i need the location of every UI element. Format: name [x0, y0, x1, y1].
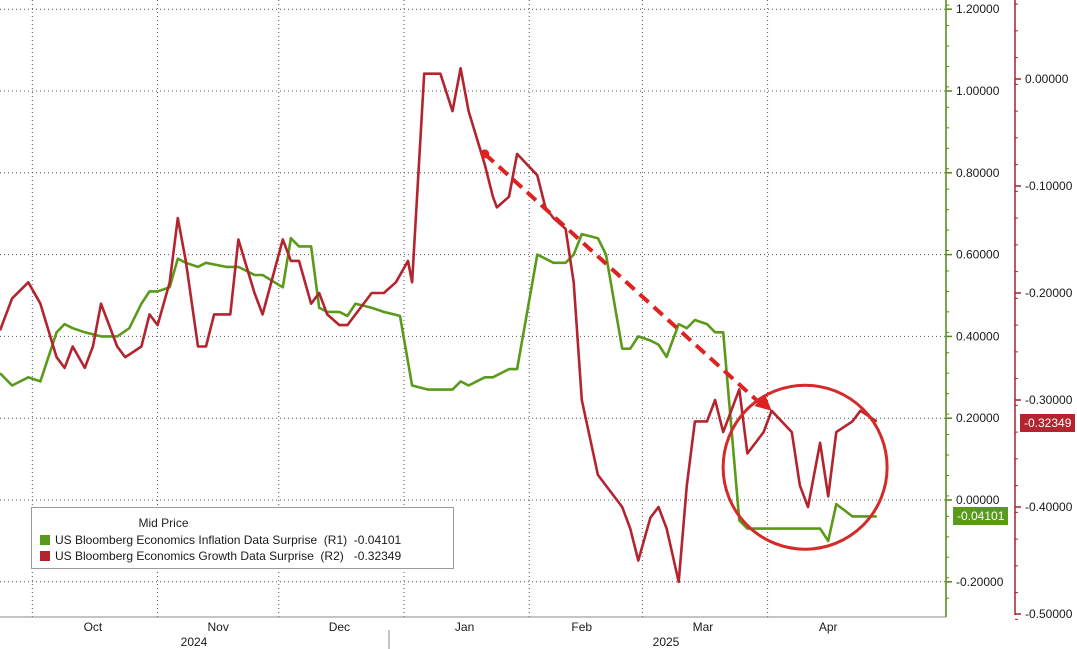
legend-swatch-inflation — [40, 535, 50, 545]
r1-tick-label: -0.20000 — [956, 575, 1004, 589]
r1-tick-label: 0.00000 — [956, 493, 1000, 507]
legend-label-growth: US Bloomberg Economics Growth Data Surpr… — [55, 549, 402, 563]
trend-arrow-dashed-line — [483, 152, 763, 407]
r2-tick-label: -0.20000 — [1025, 286, 1073, 300]
r1-tick-label: 1.20000 — [956, 2, 1000, 16]
r2-tick-label: -0.40000 — [1025, 500, 1073, 514]
x-tick-label: Jan — [455, 620, 474, 634]
legend-label-inflation: US Bloomberg Economics Inflation Data Su… — [55, 533, 402, 547]
legend-entry-growth: US Bloomberg Economics Growth Data Surpr… — [40, 549, 401, 563]
r2-tick-label: -0.50000 — [1025, 607, 1073, 621]
x-tick-label: Apr — [819, 620, 838, 634]
legend-title: Mid Price — [138, 516, 189, 530]
legend-entry-inflation: US Bloomberg Economics Inflation Data Su… — [40, 533, 401, 547]
r1-tick-label: 0.60000 — [956, 248, 1000, 262]
r2-tick-label: 0.00000 — [1025, 72, 1069, 86]
x-tick-label: Feb — [571, 620, 592, 634]
r1-tick-label: 0.20000 — [956, 411, 1000, 425]
annotations — [480, 149, 889, 551]
x-year-label: 2025 — [653, 635, 680, 649]
trend-arrow-head — [754, 394, 772, 411]
r1-tick-label: 1.00000 — [956, 84, 1000, 98]
legend-swatch-growth — [40, 551, 50, 561]
tick-labels: 1.20000 1.00000 0.80000 0.60000 0.40000 0.200… — [84, 2, 1073, 649]
x-year-label: 2024 — [181, 635, 208, 649]
highlight-circle — [721, 383, 889, 551]
last-value-badge-inflation: -0.04101 — [953, 507, 1009, 525]
r2-tick-label: -0.30000 — [1025, 393, 1073, 407]
series-line-growth — [0, 67, 878, 584]
x-tick-label: Oct — [84, 620, 103, 634]
x-tick-label: Dec — [329, 620, 350, 634]
last-value-badge-growth: -0.32349 — [1020, 414, 1076, 432]
r2-tick-label: -0.10000 — [1025, 179, 1073, 193]
gridlines — [0, 0, 946, 617]
r1-tick-label: 0.40000 — [956, 329, 1000, 343]
axes — [0, 0, 1021, 649]
x-tick-label: Nov — [207, 620, 228, 634]
series-line-inflation — [0, 232, 877, 543]
r1-tick-label: 0.80000 — [956, 166, 1000, 180]
x-tick-label: Mar — [693, 620, 714, 634]
series-lines — [0, 67, 878, 584]
legend: Mid Price US Bloomberg Economics Inflati… — [31, 507, 454, 569]
